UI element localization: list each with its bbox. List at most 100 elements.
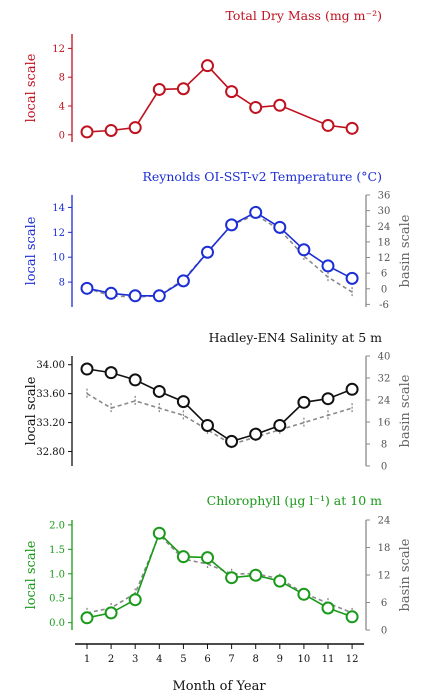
data-point [345,121,359,135]
data-point [176,82,190,96]
data-point [128,289,142,303]
right-tick-label: 8 [381,440,387,451]
data-point [80,125,94,139]
left-tick-label: 1.0 [49,569,65,580]
left-axis-label: local scale [24,376,39,445]
data-point [80,611,94,625]
right-tick-label: 16 [378,418,391,429]
left-tick-label: 34.00 [36,360,65,371]
data-point [225,434,239,448]
x-tick-label: 3 [132,654,138,665]
right-tick-label: 0 [381,626,387,637]
x-axis-label: Month of Year [172,679,266,694]
data-point [297,395,311,409]
data-point [249,427,263,441]
x-tick-label: 8 [253,654,259,665]
data-point [297,587,311,601]
x-tick-label: 4 [156,654,162,665]
data-point [176,550,190,564]
data-point [104,606,118,620]
data-point [80,281,94,295]
left-tick-label: 8 [59,278,65,289]
data-point [249,100,263,114]
right-tick-label: 24 [378,516,391,527]
data-point [201,245,214,259]
data-point [273,98,287,112]
basin-series-line [86,392,353,446]
left-axis-label: local scale [24,540,39,609]
left-tick-label: 8 [59,73,65,84]
x-tick-label: 1 [84,654,90,665]
right-tick-label: 12 [378,253,391,264]
data-point [104,123,118,137]
right-tick-label: 36 [378,191,391,202]
left-tick-label: 32.80 [36,447,65,458]
x-tick-label: 12 [346,654,359,665]
right-tick-label: 24 [378,396,391,407]
data-point [176,274,190,288]
data-point [201,418,214,432]
data-point [128,121,142,135]
data-point [128,593,142,607]
panel-title: Reynolds OI-SST-v2 Temperature (°C) [142,169,382,184]
panel-title: Chlorophyll (µg l⁻¹) at 10 m [207,493,382,508]
x-tick-label: 11 [322,654,335,665]
data-point [201,59,214,73]
data-point [225,571,239,585]
x-tick-label: 6 [204,654,210,665]
data-point [345,271,359,285]
left-tick-label: 14 [52,203,65,214]
left-tick-label: 10 [52,253,65,264]
data-point [201,551,214,565]
right-tick-label: 18 [378,237,391,248]
data-point [128,373,142,387]
data-point [249,568,263,582]
left-tick-label: 0.0 [49,618,65,629]
right-tick-label: 0 [381,462,387,473]
data-point [80,362,94,376]
panel-2: Reynolds OI-SST-v2 Temperature (°C) 8 10 12… [24,169,413,311]
panel-1: Total Dry Mass (mg m⁻²) 0 4 8 12 local scale [24,8,382,142]
data-point [225,85,239,99]
left-tick-label: 4 [59,102,65,113]
right-axis-label: basin scale [398,214,413,287]
panel-title: Hadley-EN4 Salinity at 5 m [209,330,383,345]
right-axis-label: basin scale [398,374,413,447]
data-point [152,82,166,96]
data-point [345,382,359,396]
x-tick-label: 9 [277,654,283,665]
panel-3: Hadley-EN4 Salinity at 5 m 32.80 33.20 33.6… [24,330,413,473]
x-tick-label: 10 [298,654,311,665]
local-series-line [86,531,353,619]
left-tick-label: 0 [59,130,65,141]
data-point [345,610,359,624]
data-point [152,384,166,398]
x-tick-label: 2 [108,654,114,665]
panel-title: Total Dry Mass (mg m⁻²) [226,8,382,23]
left-tick-label: 33.60 [36,389,65,400]
left-tick-label: 1.5 [49,545,65,556]
data-point [321,118,335,132]
right-tick-label: 6 [381,269,387,280]
data-point [225,218,239,232]
local-series-line [86,211,353,297]
left-tick-label: 2.0 [49,520,65,531]
local-series-line [86,368,353,443]
right-axis-label: basin scale [398,538,413,611]
data-point [176,395,190,409]
left-axis-label: local scale [24,53,39,122]
x-axis: 1 2 3 4 5 6 7 8 9 10 11 12 [75,643,365,665]
data-point [104,286,118,300]
left-tick-label: 12 [52,228,65,239]
right-tick-label: 18 [378,543,391,554]
left-axis-label: local scale [24,216,39,285]
panel-4: Chlorophyll (µg l⁻¹) at 10 m 0.0 0.5 1.0 1.5… [24,493,413,637]
right-tick-label: 24 [378,222,391,233]
basin-series-line [86,533,353,614]
data-point [152,289,166,303]
right-tick-label: 40 [378,352,391,363]
right-tick-label: 12 [378,571,391,582]
data-point [273,574,287,588]
right-tick-label: 0 [381,284,387,295]
